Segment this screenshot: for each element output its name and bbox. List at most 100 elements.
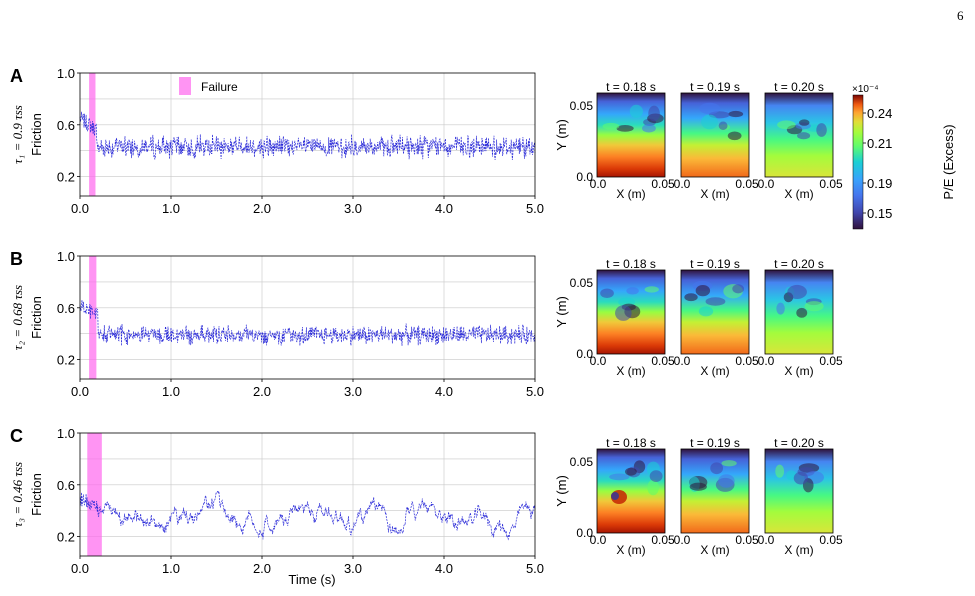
friction-series-line	[79, 300, 536, 346]
map-x-tick-label: 0.05	[735, 177, 759, 191]
x-axis-label: Time (s)	[288, 572, 335, 587]
failure-legend-swatch	[179, 77, 191, 95]
map-x-axis-label: X (m)	[700, 187, 729, 201]
heat-map-blob	[732, 284, 745, 294]
x-tick-label: 3.0	[344, 561, 362, 576]
heat-map-blob	[718, 121, 728, 130]
map-y-tick-label: 0.05	[570, 99, 594, 113]
map-y-tick-label: 0.0	[576, 170, 593, 184]
x-tick-label: 4.0	[435, 561, 453, 576]
heat-map-blob	[609, 473, 630, 481]
map-y-tick-label: 0.05	[570, 276, 594, 290]
y-tick-label: 0.2	[57, 353, 75, 368]
map-x-tick-label: 0.05	[819, 177, 843, 191]
heat-map: t = 0.18 s 0.0 0.05 X (m)	[590, 80, 675, 201]
panel-letter: B	[10, 249, 23, 269]
map-x-tick-label: 0.05	[819, 354, 843, 368]
heat-map-frame	[764, 92, 834, 178]
heat-map-frame	[596, 269, 666, 355]
map-x-tick-label: 0.05	[735, 533, 759, 547]
heat-map-blob	[797, 132, 811, 140]
map-row-c: Y (m)0.050.0t = 0.18 s0.0 0.05X (m)t = 0.…	[554, 436, 843, 557]
heat-map-frame	[680, 269, 750, 355]
x-tick-label: 4.0	[435, 384, 453, 399]
heat-map-blob	[698, 306, 714, 317]
friction-panel-a: 0.2 0.6 1.0 0.0 1.0 2.0 3.0 4.0 5.0 A Friction τ₁ =…	[10, 66, 544, 216]
map-x-tick-label: 0.0	[758, 177, 775, 191]
map-x-axis-label: X (m)	[616, 187, 645, 201]
heat-map-blob	[804, 301, 824, 312]
heat-map: t = 0.20 s 0.0 0.05 X (m)	[758, 436, 843, 557]
map-y-axis-label: Y (m)	[554, 296, 569, 328]
x-tick-label: 1.0	[162, 561, 180, 576]
friction-panel-b: 0.2 0.6 1.0 0.0 1.0 2.0 3.0 4.0 5.0 B Friction τ₂ =…	[10, 249, 544, 399]
map-x-tick-label: 0.0	[674, 177, 691, 191]
heat-map-title: t = 0.18 s	[606, 257, 656, 271]
failure-band	[89, 73, 96, 196]
map-y-tick-label: 0.0	[576, 526, 593, 540]
panel-letter: C	[10, 426, 23, 446]
map-x-axis-label: X (m)	[616, 364, 645, 378]
heat-map-blob	[689, 482, 707, 491]
map-x-axis-label: X (m)	[616, 543, 645, 557]
tau-label: τ₃ = 0.46 τss	[10, 462, 25, 527]
heat-map-blob	[798, 119, 810, 126]
tau-label: τ₁ = 0.9 τss	[10, 105, 25, 164]
page-number: 6	[957, 8, 964, 23]
heat-map-blob	[649, 470, 663, 483]
heat-map-field	[681, 449, 749, 533]
friction-panel-c: 0.2 0.6 1.0 0.0 1.0 2.0 3.0 4.0 5.0 C Friction τ₃ =…	[10, 426, 544, 587]
heat-map: t = 0.20 s 0.0 0.05 X (m)	[758, 80, 843, 201]
x-tick-label: 4.0	[435, 201, 453, 216]
plot-frame	[79, 72, 536, 197]
heat-map-blob	[721, 460, 737, 467]
x-tick-label: 1.0	[162, 384, 180, 399]
heat-map-blob	[684, 293, 698, 302]
heat-map-blob	[796, 307, 808, 318]
heat-map-blob	[600, 288, 614, 299]
heat-map-blob	[728, 110, 744, 118]
heat-map-blob	[642, 124, 656, 133]
heat-map-frame	[596, 92, 666, 178]
x-tick-label: 3.0	[344, 201, 362, 216]
plot-frame	[79, 432, 536, 557]
heat-map: t = 0.19 s 0.0 0.05 X (m)	[674, 436, 759, 557]
heat-map: t = 0.19 s 0.0 0.05 X (m)	[674, 257, 759, 378]
colorbar-exponent: ×10⁻⁴	[852, 84, 879, 95]
friction-series-line	[79, 111, 536, 160]
heat-map-title: t = 0.19 s	[690, 80, 740, 94]
heat-map-field	[597, 93, 665, 177]
failure-band	[89, 256, 97, 379]
heat-map-blob	[644, 286, 659, 293]
y-tick-label: 1.0	[57, 426, 75, 441]
colorbar-tick: 0.24	[867, 106, 892, 121]
map-y-tick-label: 0.0	[576, 347, 593, 361]
heat-map-blob	[776, 302, 785, 315]
failure-band	[87, 433, 102, 556]
map-x-axis-label: X (m)	[700, 543, 729, 557]
y-axis-label: Friction	[29, 113, 44, 156]
x-tick-label: 5.0	[526, 384, 544, 399]
y-axis-label: Friction	[29, 473, 44, 516]
colorbar-tick: 0.19	[867, 176, 892, 191]
map-x-tick-label: 0.05	[819, 533, 843, 547]
plot-frame	[79, 255, 536, 380]
heat-map: t = 0.20 s 0.0 0.05 X (m)	[758, 257, 843, 378]
heat-map-blob	[816, 123, 827, 137]
heat-map-blob	[611, 492, 619, 500]
heat-map-blob	[625, 467, 637, 476]
map-x-tick-label: 0.0	[758, 533, 775, 547]
map-x-axis-label: X (m)	[784, 187, 813, 201]
x-tick-label: 5.0	[526, 201, 544, 216]
map-x-tick-label: 0.0	[674, 354, 691, 368]
heat-map-frame	[764, 269, 834, 355]
heat-map-blob	[718, 474, 735, 488]
heat-map-frame	[596, 448, 666, 534]
map-x-tick-label: 0.0	[674, 533, 691, 547]
friction-series-line	[79, 489, 536, 541]
y-tick-label: 0.2	[57, 530, 75, 545]
heat-map-blob	[705, 297, 726, 306]
x-tick-label: 2.0	[253, 384, 271, 399]
y-axis-label: Friction	[29, 296, 44, 339]
